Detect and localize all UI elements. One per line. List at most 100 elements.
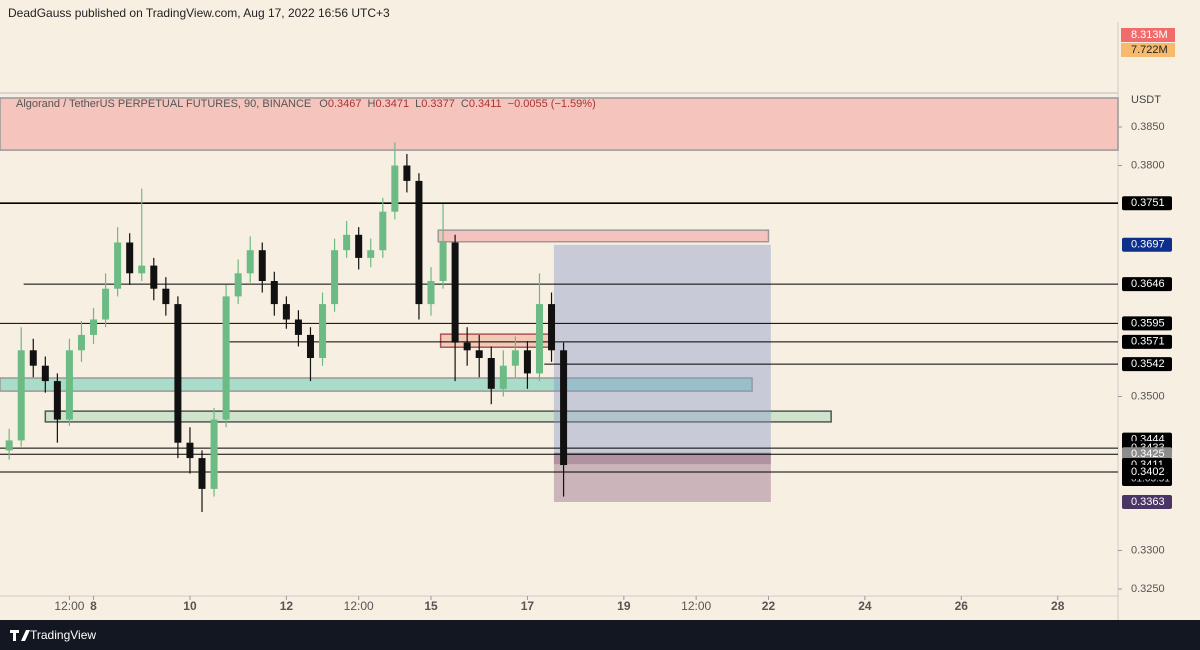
candle-body <box>451 242 459 343</box>
countdown: 01:03:51 <box>1131 474 1170 485</box>
zone <box>553 244 771 456</box>
candle-body <box>270 281 278 305</box>
y-tick-label: 0.3850 <box>1131 121 1165 133</box>
candle-body <box>41 365 49 382</box>
volume-label-bg <box>1121 43 1175 57</box>
level-label: 0.3697 <box>1131 239 1165 251</box>
x-tick-label: 19 <box>617 599 631 613</box>
level-label: 0.3595 <box>1131 317 1165 329</box>
candle-body <box>29 350 37 366</box>
footer-bar <box>0 620 1200 650</box>
candle-body <box>415 180 423 305</box>
x-tick-label: 28 <box>1051 599 1065 613</box>
candle-body <box>17 350 25 441</box>
x-tick-label: 24 <box>858 599 872 613</box>
zone <box>0 97 1119 151</box>
zone <box>437 229 770 243</box>
level-label-bg <box>1122 447 1172 462</box>
candle-body <box>5 440 13 451</box>
zone <box>553 464 771 502</box>
y-tick-label: 0.3300 <box>1131 544 1165 556</box>
level-label: 0.3571 <box>1131 336 1165 348</box>
level-label-bg <box>1122 334 1172 349</box>
candle-body <box>499 365 507 389</box>
axis-unit: USDT <box>1131 94 1161 106</box>
level-label: 0.3646 <box>1131 278 1165 290</box>
candle-body <box>126 242 134 274</box>
x-tick-label: 22 <box>762 599 776 613</box>
logo <box>10 630 30 641</box>
level-label-bg <box>1122 494 1172 509</box>
header: DeadGauss published on TradingView.com, … <box>8 6 390 20</box>
x-tick-label: 15 <box>424 599 438 613</box>
legend-key: L <box>415 98 421 110</box>
candle-body <box>150 265 158 289</box>
level-label: 0.3425 <box>1131 448 1165 460</box>
candle-body <box>439 242 447 281</box>
candle-body <box>210 419 218 489</box>
legend-value: 0.3411 <box>469 98 502 110</box>
x-tick-label: 17 <box>521 599 535 613</box>
legend-key: O <box>319 98 328 110</box>
candle-body <box>463 342 471 351</box>
plot <box>0 97 1119 512</box>
x-tick-label: 8 <box>90 599 97 613</box>
zone <box>44 410 832 423</box>
candle-body <box>198 458 206 489</box>
level-label: 0.3363 <box>1131 496 1165 508</box>
legend: Algorand / TetherUS PERPETUAL FUTURES, 9… <box>16 98 596 110</box>
candle-body <box>487 358 495 389</box>
legend-value: 0.3377 <box>421 98 455 110</box>
x-tick-label: 26 <box>955 599 969 613</box>
candle-body <box>523 350 531 374</box>
level-label: 0.3402 <box>1131 466 1165 478</box>
candle-body <box>90 319 98 335</box>
x-tick-label: 12:00 <box>344 599 374 613</box>
candle-body <box>77 334 85 351</box>
candle-body <box>391 165 399 212</box>
candle-body <box>258 250 266 281</box>
candle-body <box>186 442 194 459</box>
volume-label: 7.722M <box>1131 44 1168 56</box>
x-tick-label: 10 <box>183 599 197 613</box>
candle-body <box>319 304 327 358</box>
candle-body <box>65 350 73 420</box>
candle-body <box>138 265 146 274</box>
candle-body <box>294 319 302 335</box>
candle-body <box>403 165 411 181</box>
y-tick-label: 0.3500 <box>1131 390 1165 402</box>
candle-body <box>343 234 351 251</box>
legend-value: −0.0055 (−1.59%) <box>508 98 596 110</box>
candle-body <box>282 304 290 320</box>
level-label: 0.3751 <box>1131 197 1165 209</box>
x-tick-label: 12:00 <box>681 599 711 613</box>
candle-body <box>560 350 568 466</box>
candle-body <box>246 250 254 274</box>
candle-body <box>162 288 170 305</box>
candle-body <box>367 250 375 258</box>
candle-body <box>548 304 556 351</box>
candle-body <box>331 250 339 305</box>
level-label-bg <box>1122 357 1172 372</box>
level-label-bg <box>1122 464 1172 479</box>
legend-value: 0.3471 <box>375 98 409 110</box>
candle-body <box>114 242 122 289</box>
candle-body <box>475 350 483 358</box>
y-tick-label: 0.3250 <box>1131 583 1165 595</box>
level-label-bg <box>1122 196 1172 211</box>
candle-body <box>355 234 363 258</box>
footer-text: TradingView <box>30 628 96 642</box>
level-label-bg <box>1122 277 1172 292</box>
level-label: 0.3542 <box>1131 358 1165 370</box>
candle-body <box>427 281 435 305</box>
legend-value: 0.3467 <box>328 98 362 110</box>
volume-label: 8.313M <box>1131 29 1168 41</box>
x-tick-label: 12:00 <box>54 599 84 613</box>
candle-body <box>306 334 314 358</box>
y-tick-label: 0.3800 <box>1131 159 1165 171</box>
x-tick-label: 12 <box>280 599 294 613</box>
volume-label-bg <box>1121 28 1175 42</box>
zone <box>553 452 771 465</box>
candle-body <box>53 381 61 420</box>
